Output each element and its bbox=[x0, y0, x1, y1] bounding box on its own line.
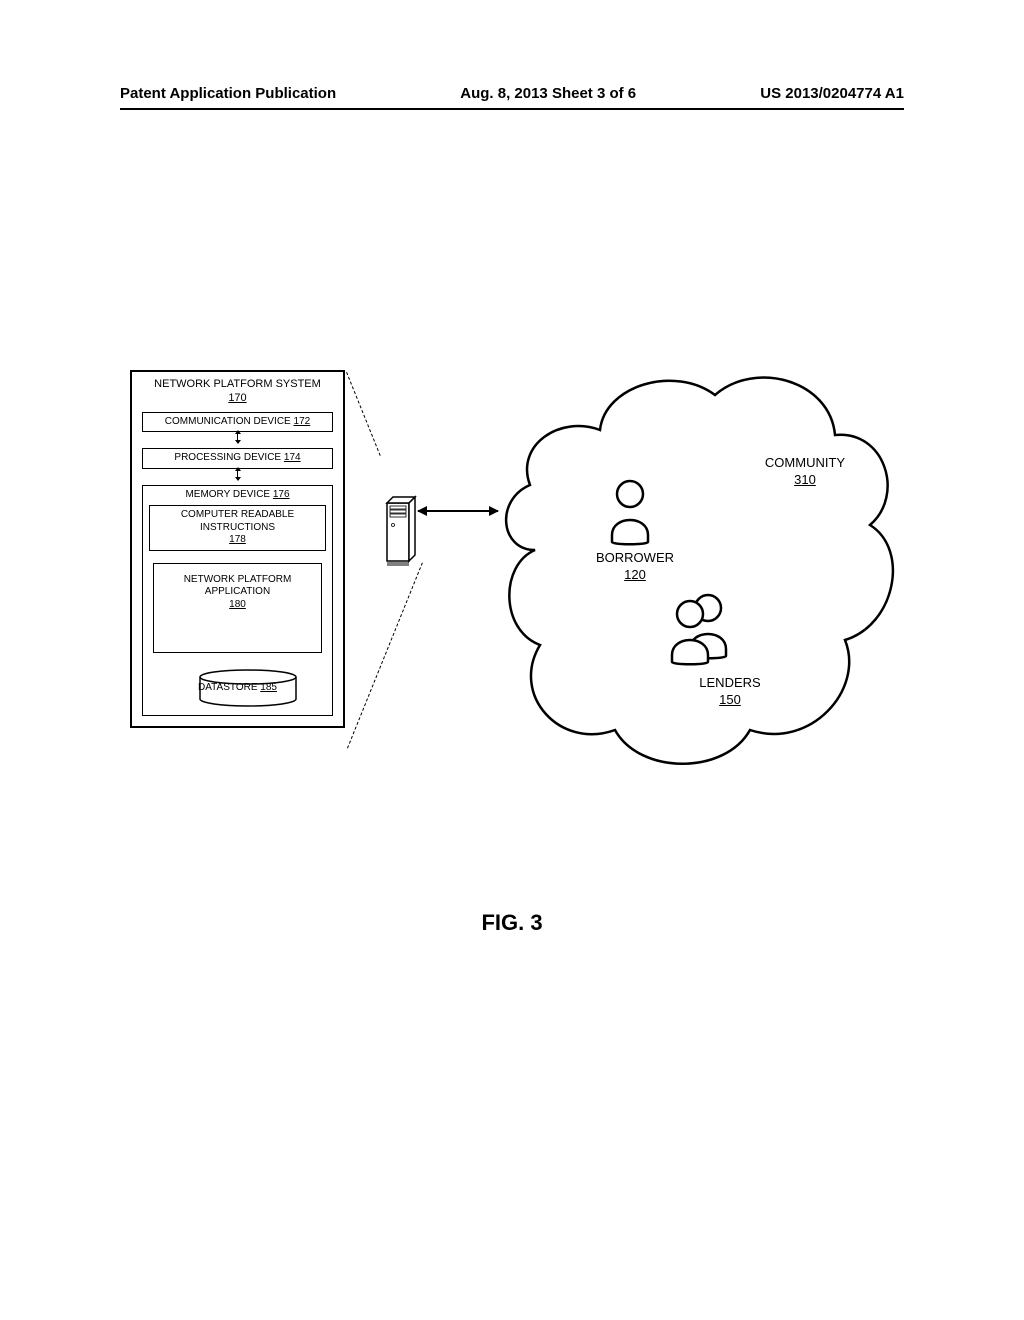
ds-label: DATASTORE bbox=[198, 682, 257, 693]
page-header: Patent Application Publication Aug. 8, 2… bbox=[0, 85, 1024, 102]
server-cloud-arrow bbox=[418, 510, 498, 512]
ds-ref: 185 bbox=[260, 682, 277, 693]
communication-device-box: COMMUNICATION DEVICE 172 bbox=[142, 412, 333, 433]
lenders-label: LENDERS 150 bbox=[675, 675, 785, 709]
mem-label: MEMORY DEVICE bbox=[185, 489, 270, 500]
arrow-proc-mem bbox=[237, 469, 238, 479]
borrower-ref: 120 bbox=[624, 567, 646, 582]
header-rule bbox=[120, 108, 904, 110]
figure-diagram: NETWORK PLATFORM SYSTEM 170 COMMUNICATIO… bbox=[130, 370, 890, 790]
lenders-ref: 150 bbox=[719, 692, 741, 707]
arrow-comm-proc bbox=[237, 432, 238, 442]
community-cloud bbox=[490, 350, 900, 795]
community-text: COMMUNITY bbox=[765, 455, 845, 470]
computer-readable-instructions-box: COMPUTER READABLE INSTRUCTIONS 178 bbox=[149, 505, 326, 551]
proc-ref: 174 bbox=[284, 452, 301, 463]
network-platform-system-box: NETWORK PLATFORM SYSTEM 170 COMMUNICATIO… bbox=[130, 370, 345, 728]
network-platform-application-box: NETWORK PLATFORM APPLICATION 180 bbox=[153, 563, 322, 653]
app-label: NETWORK PLATFORM APPLICATION bbox=[184, 574, 292, 598]
borrower-text: BORROWER bbox=[596, 550, 674, 565]
header-left: Patent Application Publication bbox=[120, 85, 336, 102]
lenders-text: LENDERS bbox=[699, 675, 760, 690]
system-title-text: NETWORK PLATFORM SYSTEM bbox=[154, 378, 321, 390]
community-label: COMMUNITY 310 bbox=[745, 455, 865, 489]
community-ref: 310 bbox=[794, 472, 816, 487]
app-ref: 180 bbox=[229, 599, 246, 610]
cri-ref: 178 bbox=[229, 534, 246, 545]
callout-line-bottom bbox=[347, 563, 423, 749]
proc-label: PROCESSING DEVICE bbox=[174, 452, 281, 463]
borrower-label: BORROWER 120 bbox=[580, 550, 690, 584]
comm-label: COMMUNICATION DEVICE bbox=[165, 416, 291, 427]
cri-label: COMPUTER READABLE INSTRUCTIONS bbox=[181, 509, 294, 533]
header-center: Aug. 8, 2013 Sheet 3 of 6 bbox=[460, 85, 636, 102]
mem-ref: 176 bbox=[273, 489, 290, 500]
system-ref: 170 bbox=[228, 392, 246, 404]
processing-device-box: PROCESSING DEVICE 174 bbox=[142, 448, 333, 469]
header-right: US 2013/0204774 A1 bbox=[760, 85, 904, 102]
comm-ref: 172 bbox=[294, 416, 311, 427]
server-icon bbox=[385, 495, 417, 565]
datastore-box: DATASTORE 185 bbox=[153, 671, 322, 707]
callout-line-top bbox=[346, 372, 381, 456]
memory-device-box: MEMORY DEVICE 176 COMPUTER READABLE INST… bbox=[142, 485, 333, 716]
system-title: NETWORK PLATFORM SYSTEM 170 bbox=[138, 378, 337, 406]
figure-label: FIG. 3 bbox=[0, 910, 1024, 936]
